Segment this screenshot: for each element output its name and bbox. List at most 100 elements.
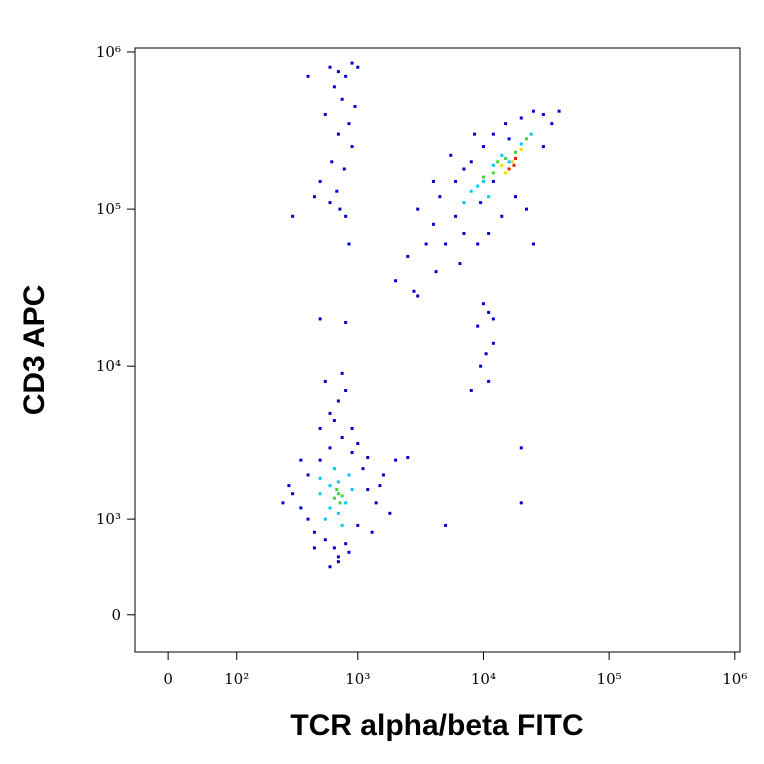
data-point: [340, 436, 344, 440]
data-point: [491, 179, 495, 183]
data-point: [416, 207, 420, 211]
data-point: [378, 484, 382, 488]
data-point: [444, 523, 448, 527]
data-point: [340, 523, 344, 527]
data-point: [469, 160, 473, 164]
data-point: [338, 501, 342, 505]
y-axis-title: CD3 APC: [18, 285, 51, 416]
data-point: [519, 147, 523, 151]
data-point: [500, 214, 504, 218]
data-point: [541, 145, 545, 149]
data-point: [531, 242, 535, 246]
data-point: [336, 492, 340, 496]
data-point: [504, 122, 508, 126]
x-tick-label: 10²: [224, 670, 249, 688]
data-point: [328, 484, 332, 488]
data-point: [332, 85, 336, 89]
data-point: [406, 254, 410, 258]
data-point: [514, 195, 518, 199]
data-point: [336, 555, 340, 559]
data-point: [462, 167, 466, 171]
data-point: [350, 488, 354, 492]
data-point: [356, 442, 360, 446]
data-point: [507, 160, 511, 164]
data-point: [336, 70, 340, 74]
data-point: [299, 506, 303, 510]
data-point: [356, 523, 360, 527]
data-point: [336, 399, 340, 403]
data-point: [424, 242, 428, 246]
data-point: [340, 494, 344, 498]
data-point: [318, 426, 322, 430]
data-point: [350, 61, 354, 65]
data-point: [462, 231, 466, 235]
data-point: [519, 446, 523, 450]
data-point: [524, 137, 528, 141]
data-point: [473, 132, 477, 136]
data-point: [312, 546, 316, 550]
data-point: [381, 473, 385, 477]
data-point: [335, 488, 339, 492]
data-point: [449, 153, 453, 157]
data-point: [550, 122, 554, 126]
data-point: [350, 451, 354, 455]
data-point: [458, 262, 462, 266]
data-point: [287, 484, 291, 488]
data-point: [318, 179, 322, 183]
data-point: [514, 156, 518, 160]
x-tick-label: 0: [163, 670, 173, 688]
x-tick-label: 10³: [345, 670, 370, 688]
data-point: [557, 109, 561, 113]
data-point: [350, 426, 354, 430]
data-point: [336, 132, 340, 136]
data-point: [306, 517, 310, 521]
data-point: [328, 411, 332, 415]
data-point: [347, 242, 351, 246]
data-point: [481, 145, 485, 149]
data-point: [340, 371, 344, 375]
y-tick-label: 10⁶: [96, 43, 121, 61]
data-point: [299, 458, 303, 462]
data-point: [318, 317, 322, 321]
data-point: [519, 116, 523, 120]
data-point: [479, 201, 483, 205]
data-point: [487, 231, 491, 235]
data-point: [431, 222, 435, 226]
x-tick-label: 10⁶: [722, 670, 747, 688]
data-point: [361, 467, 365, 471]
data-point: [394, 279, 398, 283]
data-point: [431, 179, 435, 183]
data-point: [338, 207, 342, 211]
data-point: [434, 270, 438, 274]
data-point: [491, 341, 495, 345]
x-axis-title: TCR alpha/beta FITC: [290, 709, 583, 742]
data-point: [344, 388, 348, 392]
data-point: [500, 153, 504, 157]
data-point: [350, 145, 354, 149]
data-point: [291, 214, 295, 218]
data-point: [344, 542, 348, 546]
data-point: [512, 163, 516, 167]
data-point: [370, 530, 374, 534]
data-point: [510, 160, 514, 164]
data-point: [318, 458, 322, 462]
data-point: [406, 456, 410, 460]
data-point: [344, 501, 348, 505]
data-point: [332, 496, 336, 500]
data-point: [347, 473, 351, 477]
data-point: [531, 109, 535, 113]
y-tick-label: 0: [111, 606, 121, 624]
y-tick-label: 10⁴: [96, 357, 121, 375]
data-point: [312, 530, 316, 534]
plot-frame: [134, 47, 741, 653]
data-point: [328, 506, 332, 510]
data-point: [323, 517, 327, 521]
data-point: [487, 310, 491, 314]
data-point: [529, 132, 533, 136]
data-point: [454, 179, 458, 183]
data-point: [481, 179, 485, 183]
data-point: [347, 122, 351, 126]
data-point: [336, 560, 340, 564]
data-point: [347, 550, 351, 554]
